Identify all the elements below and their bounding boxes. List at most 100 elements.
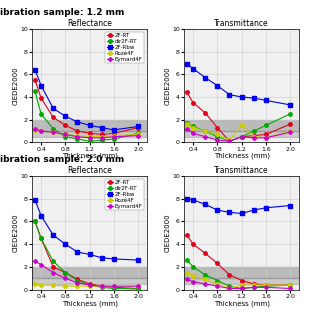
dir2F-RT — [39, 112, 43, 116]
X-axis label: Thickness (mm): Thickness (mm) — [61, 300, 118, 307]
Eymard4F — [112, 284, 116, 288]
Bar — [184, 278, 299, 284]
2F-Rbw — [63, 242, 67, 246]
2F-RT — [51, 116, 55, 119]
dir2F-RT — [100, 285, 104, 289]
2F-Rbw — [39, 214, 43, 218]
Rozé4F — [33, 128, 37, 132]
dir2F-RT — [88, 139, 92, 143]
2F-RT — [51, 265, 55, 269]
Line: Rozé4F: Rozé4F — [33, 282, 140, 288]
dir2F-RT — [136, 132, 140, 135]
Eymard4F — [33, 259, 37, 263]
Rozé4F — [136, 284, 140, 288]
2F-Rbw — [51, 106, 55, 110]
2F-Rbw — [76, 120, 79, 124]
Eymard4F — [88, 136, 92, 140]
Eymard4F — [39, 129, 43, 133]
2F-Rbw — [112, 257, 116, 261]
Text: ibration sample: 2.0 mm: ibration sample: 2.0 mm — [0, 155, 124, 164]
Rozé4F — [112, 134, 116, 138]
Y-axis label: CIEDE2000: CIEDE2000 — [165, 213, 171, 252]
Line: dir2F-RT: dir2F-RT — [33, 220, 140, 291]
Bar — [184, 267, 299, 278]
dir2F-RT — [136, 287, 140, 291]
2F-RT — [76, 277, 79, 281]
X-axis label: Thickness (mm): Thickness (mm) — [214, 153, 270, 159]
Title: Transmittance: Transmittance — [214, 19, 269, 28]
Eymard4F — [76, 281, 79, 285]
dir2F-RT — [112, 137, 116, 141]
Line: 2F-Rbw: 2F-Rbw — [33, 198, 140, 262]
Eymard4F — [136, 134, 140, 138]
Eymard4F — [136, 284, 140, 288]
Rozé4F — [76, 284, 79, 288]
Line: 2F-Rbw: 2F-Rbw — [33, 68, 140, 132]
2F-RT — [100, 284, 104, 288]
dir2F-RT — [76, 279, 79, 283]
Rozé4F — [39, 129, 43, 133]
Rozé4F — [100, 284, 104, 288]
Line: Eymard4F: Eymard4F — [33, 260, 140, 288]
Line: 2F-RT: 2F-RT — [33, 78, 140, 136]
Rozé4F — [63, 284, 67, 288]
Rozé4F — [33, 282, 37, 286]
Title: Reflectance: Reflectance — [67, 166, 112, 175]
2F-Rbw — [33, 198, 37, 202]
2F-RT — [88, 132, 92, 135]
2F-Rbw — [51, 233, 55, 237]
Legend: 2F-RT, dir2F-RT, 2F-Rbw, Rozé4F, Eymard4F: 2F-RT, dir2F-RT, 2F-Rbw, Rozé4F, Eymard4… — [105, 179, 144, 211]
Line: Eymard4F: Eymard4F — [33, 127, 140, 140]
Bar — [32, 131, 147, 137]
Rozé4F — [136, 132, 140, 136]
Rozé4F — [76, 134, 79, 138]
2F-RT — [39, 96, 43, 100]
Text: ibration sample: 1.2 mm: ibration sample: 1.2 mm — [0, 8, 124, 17]
dir2F-RT — [76, 137, 79, 141]
2F-Rbw — [112, 128, 116, 132]
2F-RT — [63, 271, 67, 275]
2F-Rbw — [88, 252, 92, 256]
dir2F-RT — [51, 259, 55, 263]
Rozé4F — [112, 284, 116, 288]
2F-RT — [136, 286, 140, 290]
Rozé4F — [51, 130, 55, 134]
dir2F-RT — [112, 286, 116, 290]
2F-Rbw — [33, 68, 37, 72]
Eymard4F — [33, 127, 37, 131]
2F-RT — [33, 220, 37, 223]
Eymard4F — [100, 284, 104, 288]
Eymard4F — [39, 263, 43, 267]
Bar — [184, 120, 299, 131]
X-axis label: Thickness (mm): Thickness (mm) — [214, 300, 270, 307]
Rozé4F — [51, 283, 55, 287]
2F-Rbw — [136, 258, 140, 262]
Rozé4F — [100, 135, 104, 139]
Eymard4F — [51, 130, 55, 134]
Y-axis label: CIEDE2000: CIEDE2000 — [13, 213, 19, 252]
2F-Rbw — [63, 114, 67, 118]
dir2F-RT — [51, 127, 55, 131]
Eymard4F — [63, 132, 67, 136]
Rozé4F — [88, 135, 92, 139]
Legend: 2F-RT, dir2F-RT, 2F-Rbw, Rozé4F, Eymard4F: 2F-RT, dir2F-RT, 2F-Rbw, Rozé4F, Eymard4… — [105, 32, 144, 63]
dir2F-RT — [39, 236, 43, 240]
Eymard4F — [112, 135, 116, 139]
Bar — [184, 131, 299, 137]
Eymard4F — [100, 136, 104, 140]
Line: Rozé4F: Rozé4F — [33, 128, 140, 139]
Line: dir2F-RT: dir2F-RT — [33, 90, 140, 143]
2F-RT — [76, 129, 79, 133]
2F-RT — [112, 285, 116, 289]
Rozé4F — [39, 283, 43, 287]
dir2F-RT — [88, 283, 92, 287]
Line: 2F-RT: 2F-RT — [33, 220, 140, 290]
dir2F-RT — [100, 138, 104, 142]
X-axis label: Thickness (mm): Thickness (mm) — [61, 153, 118, 159]
Bar — [32, 120, 147, 131]
dir2F-RT — [63, 135, 67, 139]
Eymard4F — [63, 276, 67, 280]
2F-RT — [136, 126, 140, 130]
2F-Rbw — [100, 126, 104, 130]
2F-Rbw — [88, 124, 92, 127]
